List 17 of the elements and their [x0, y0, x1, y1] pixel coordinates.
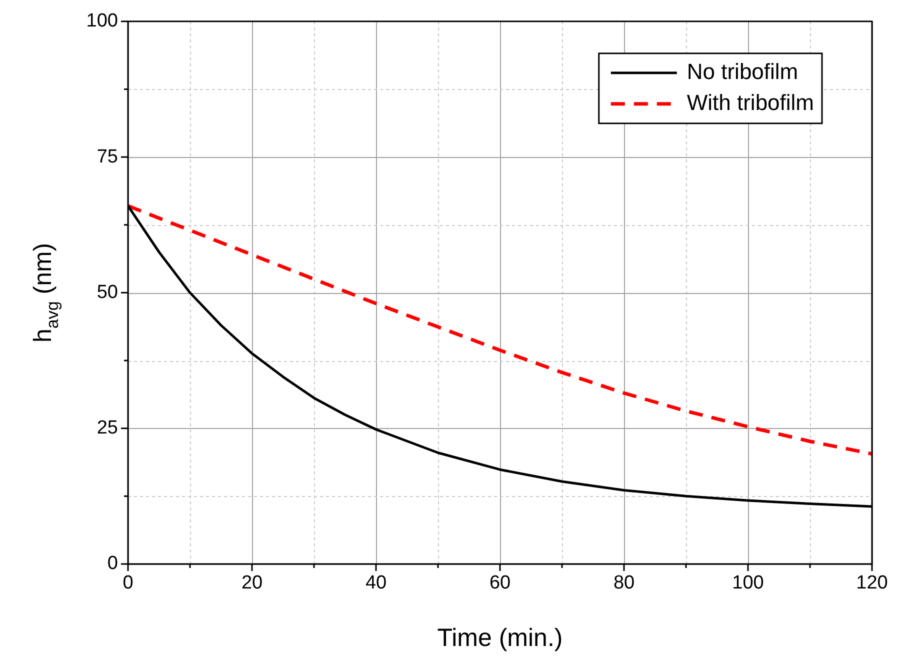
x-tick-label: 80: [613, 572, 635, 594]
x-tick-label: 0: [122, 572, 134, 594]
y-axis-title: havg (nm): [29, 242, 62, 343]
legend-label: No tribofilm: [686, 58, 798, 84]
y-tick-label: 0: [107, 553, 118, 574]
x-tick-label: 120: [856, 572, 888, 594]
x-tick-label: 20: [241, 572, 263, 594]
x-axis-title: Time (min.): [437, 624, 563, 652]
y-tick-label: 100: [86, 10, 118, 32]
y-tick-label: 75: [96, 146, 118, 168]
x-tick-label: 60: [489, 572, 511, 594]
y-tick-label: 25: [96, 418, 118, 439]
y-tick-label: 50: [96, 282, 118, 303]
legend-label: With tribofilm: [686, 90, 814, 115]
x-tick-label: 100: [732, 572, 764, 594]
line-series: [128, 204, 872, 456]
x-tick-label: 40: [365, 572, 387, 594]
